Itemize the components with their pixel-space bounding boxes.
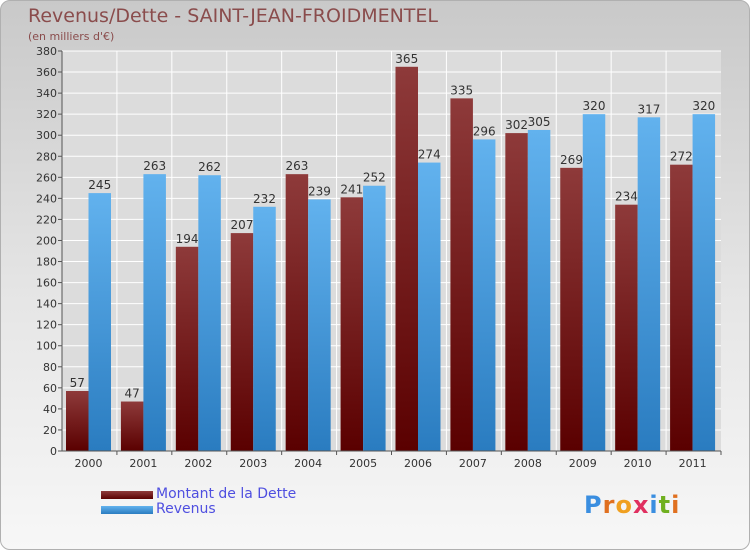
bar-dette: [395, 66, 418, 451]
data-label-revenus: 262: [198, 160, 221, 174]
legend-swatch-revenus: [101, 506, 153, 514]
bar-revenus: [88, 193, 111, 451]
bar-dette: [670, 164, 693, 451]
x-tick-label: 2009: [569, 457, 597, 470]
data-label-revenus: 239: [308, 184, 331, 198]
x-tick-label: 2004: [294, 457, 322, 470]
y-tick-label: 120: [36, 319, 57, 332]
y-tick-label: 180: [36, 256, 57, 269]
x-tick-label: 2006: [404, 457, 432, 470]
bar-revenus: [692, 114, 716, 451]
data-label-dette: 272: [670, 150, 693, 164]
y-tick-label: 360: [36, 66, 57, 79]
y-tick-label: 300: [36, 129, 57, 142]
bar-dette: [120, 401, 144, 451]
proxiti-logo: Proxiti: [584, 491, 680, 519]
bar-dette: [285, 174, 309, 451]
bar-revenus: [637, 117, 661, 451]
y-tick-label: 0: [50, 445, 57, 458]
bar-dette: [230, 233, 254, 451]
y-tick-label: 200: [36, 234, 57, 247]
bar-dette: [450, 98, 473, 452]
grid-layer: [62, 50, 721, 452]
x-tick-label: 2000: [75, 457, 103, 470]
data-label-dette: 302: [505, 118, 528, 132]
bar-dette: [66, 391, 89, 451]
x-tick-label: 2008: [514, 457, 542, 470]
bar-dette: [615, 204, 638, 451]
x-tick-label: 2007: [459, 457, 487, 470]
data-label-dette: 335: [450, 83, 473, 97]
bar-revenus: [472, 139, 496, 451]
bar-revenus: [308, 199, 331, 451]
bar-dette: [340, 197, 364, 451]
x-tick-label: 2003: [239, 457, 267, 470]
data-label-revenus: 245: [88, 178, 111, 192]
chart-title: Revenus/Dette - SAINT-JEAN-FROIDMENTEL: [28, 5, 439, 27]
y-tick-label: 260: [36, 171, 57, 184]
y-tick-label: 40: [43, 403, 57, 416]
legend-label-dette: Montant de la Dette: [156, 486, 297, 502]
data-label-revenus: 317: [637, 102, 660, 116]
data-label-dette: 194: [176, 232, 199, 246]
data-label-dette: 365: [395, 52, 418, 66]
y-tick-label: 340: [36, 87, 57, 100]
data-label-dette: 57: [70, 376, 85, 390]
y-tick-label: 100: [36, 340, 57, 353]
bar-revenus: [527, 129, 551, 451]
x-tick-label: 2001: [129, 457, 157, 470]
legend-label-revenus: Revenus: [156, 501, 216, 517]
x-tick-label: 2005: [349, 457, 377, 470]
bar-dette: [505, 133, 528, 451]
axis-layer: 0 20 40 60 80 100 120 140 160 180 200 220 240 260 280 3…: [36, 45, 722, 470]
data-label-dette: 263: [285, 159, 308, 173]
logo-letter: o: [615, 491, 633, 519]
y-tick-label: 240: [36, 192, 57, 205]
data-label-dette: 207: [231, 218, 254, 232]
y-tick-label: 220: [36, 213, 57, 226]
x-tick-label: 2011: [679, 457, 707, 470]
data-label-dette: 47: [125, 387, 140, 401]
bar-revenus: [198, 175, 221, 452]
y-tick-label: 140: [36, 298, 57, 311]
y-tick-label: 60: [43, 382, 57, 395]
y-tick-label: 80: [43, 361, 57, 374]
data-label-revenus: 274: [418, 148, 441, 162]
bar-revenus: [253, 206, 276, 451]
bar-dette: [560, 167, 583, 451]
bar-revenus: [418, 162, 441, 451]
bar-revenus: [143, 174, 166, 451]
bar-revenus: [582, 114, 606, 451]
data-label-revenus: 320: [692, 99, 715, 113]
bar-revenus: [363, 185, 386, 451]
y-tick-label: 320: [36, 108, 57, 121]
logo-letter: P: [584, 491, 603, 519]
data-label-dette: 234: [615, 190, 638, 204]
logo-letter: i: [649, 491, 659, 519]
y-tick-label: 20: [43, 424, 57, 437]
data-label-dette: 241: [340, 182, 363, 196]
data-label-revenus: 296: [473, 124, 496, 138]
chart-subtitle: (en milliers d'€): [28, 30, 115, 43]
logo-letter: t: [658, 491, 672, 519]
data-label-revenus: 320: [583, 99, 606, 113]
y-tick-label: 380: [36, 45, 57, 58]
y-tick-label: 280: [36, 150, 57, 163]
data-label-revenus: 252: [363, 171, 386, 185]
data-label-revenus: 232: [253, 192, 276, 206]
data-label-revenus: 263: [143, 159, 166, 173]
logo-letter: r: [602, 491, 616, 519]
data-label-revenus: 305: [528, 115, 551, 129]
logo-letter: x: [632, 491, 650, 519]
bar-dette: [175, 246, 199, 451]
x-tick-label: 2002: [184, 457, 212, 470]
logo-letter: i: [671, 491, 681, 519]
data-label-dette: 269: [560, 153, 583, 167]
legend-swatch-dette: [101, 491, 153, 499]
y-tick-label: 160: [36, 277, 57, 290]
x-tick-label: 2010: [624, 457, 652, 470]
